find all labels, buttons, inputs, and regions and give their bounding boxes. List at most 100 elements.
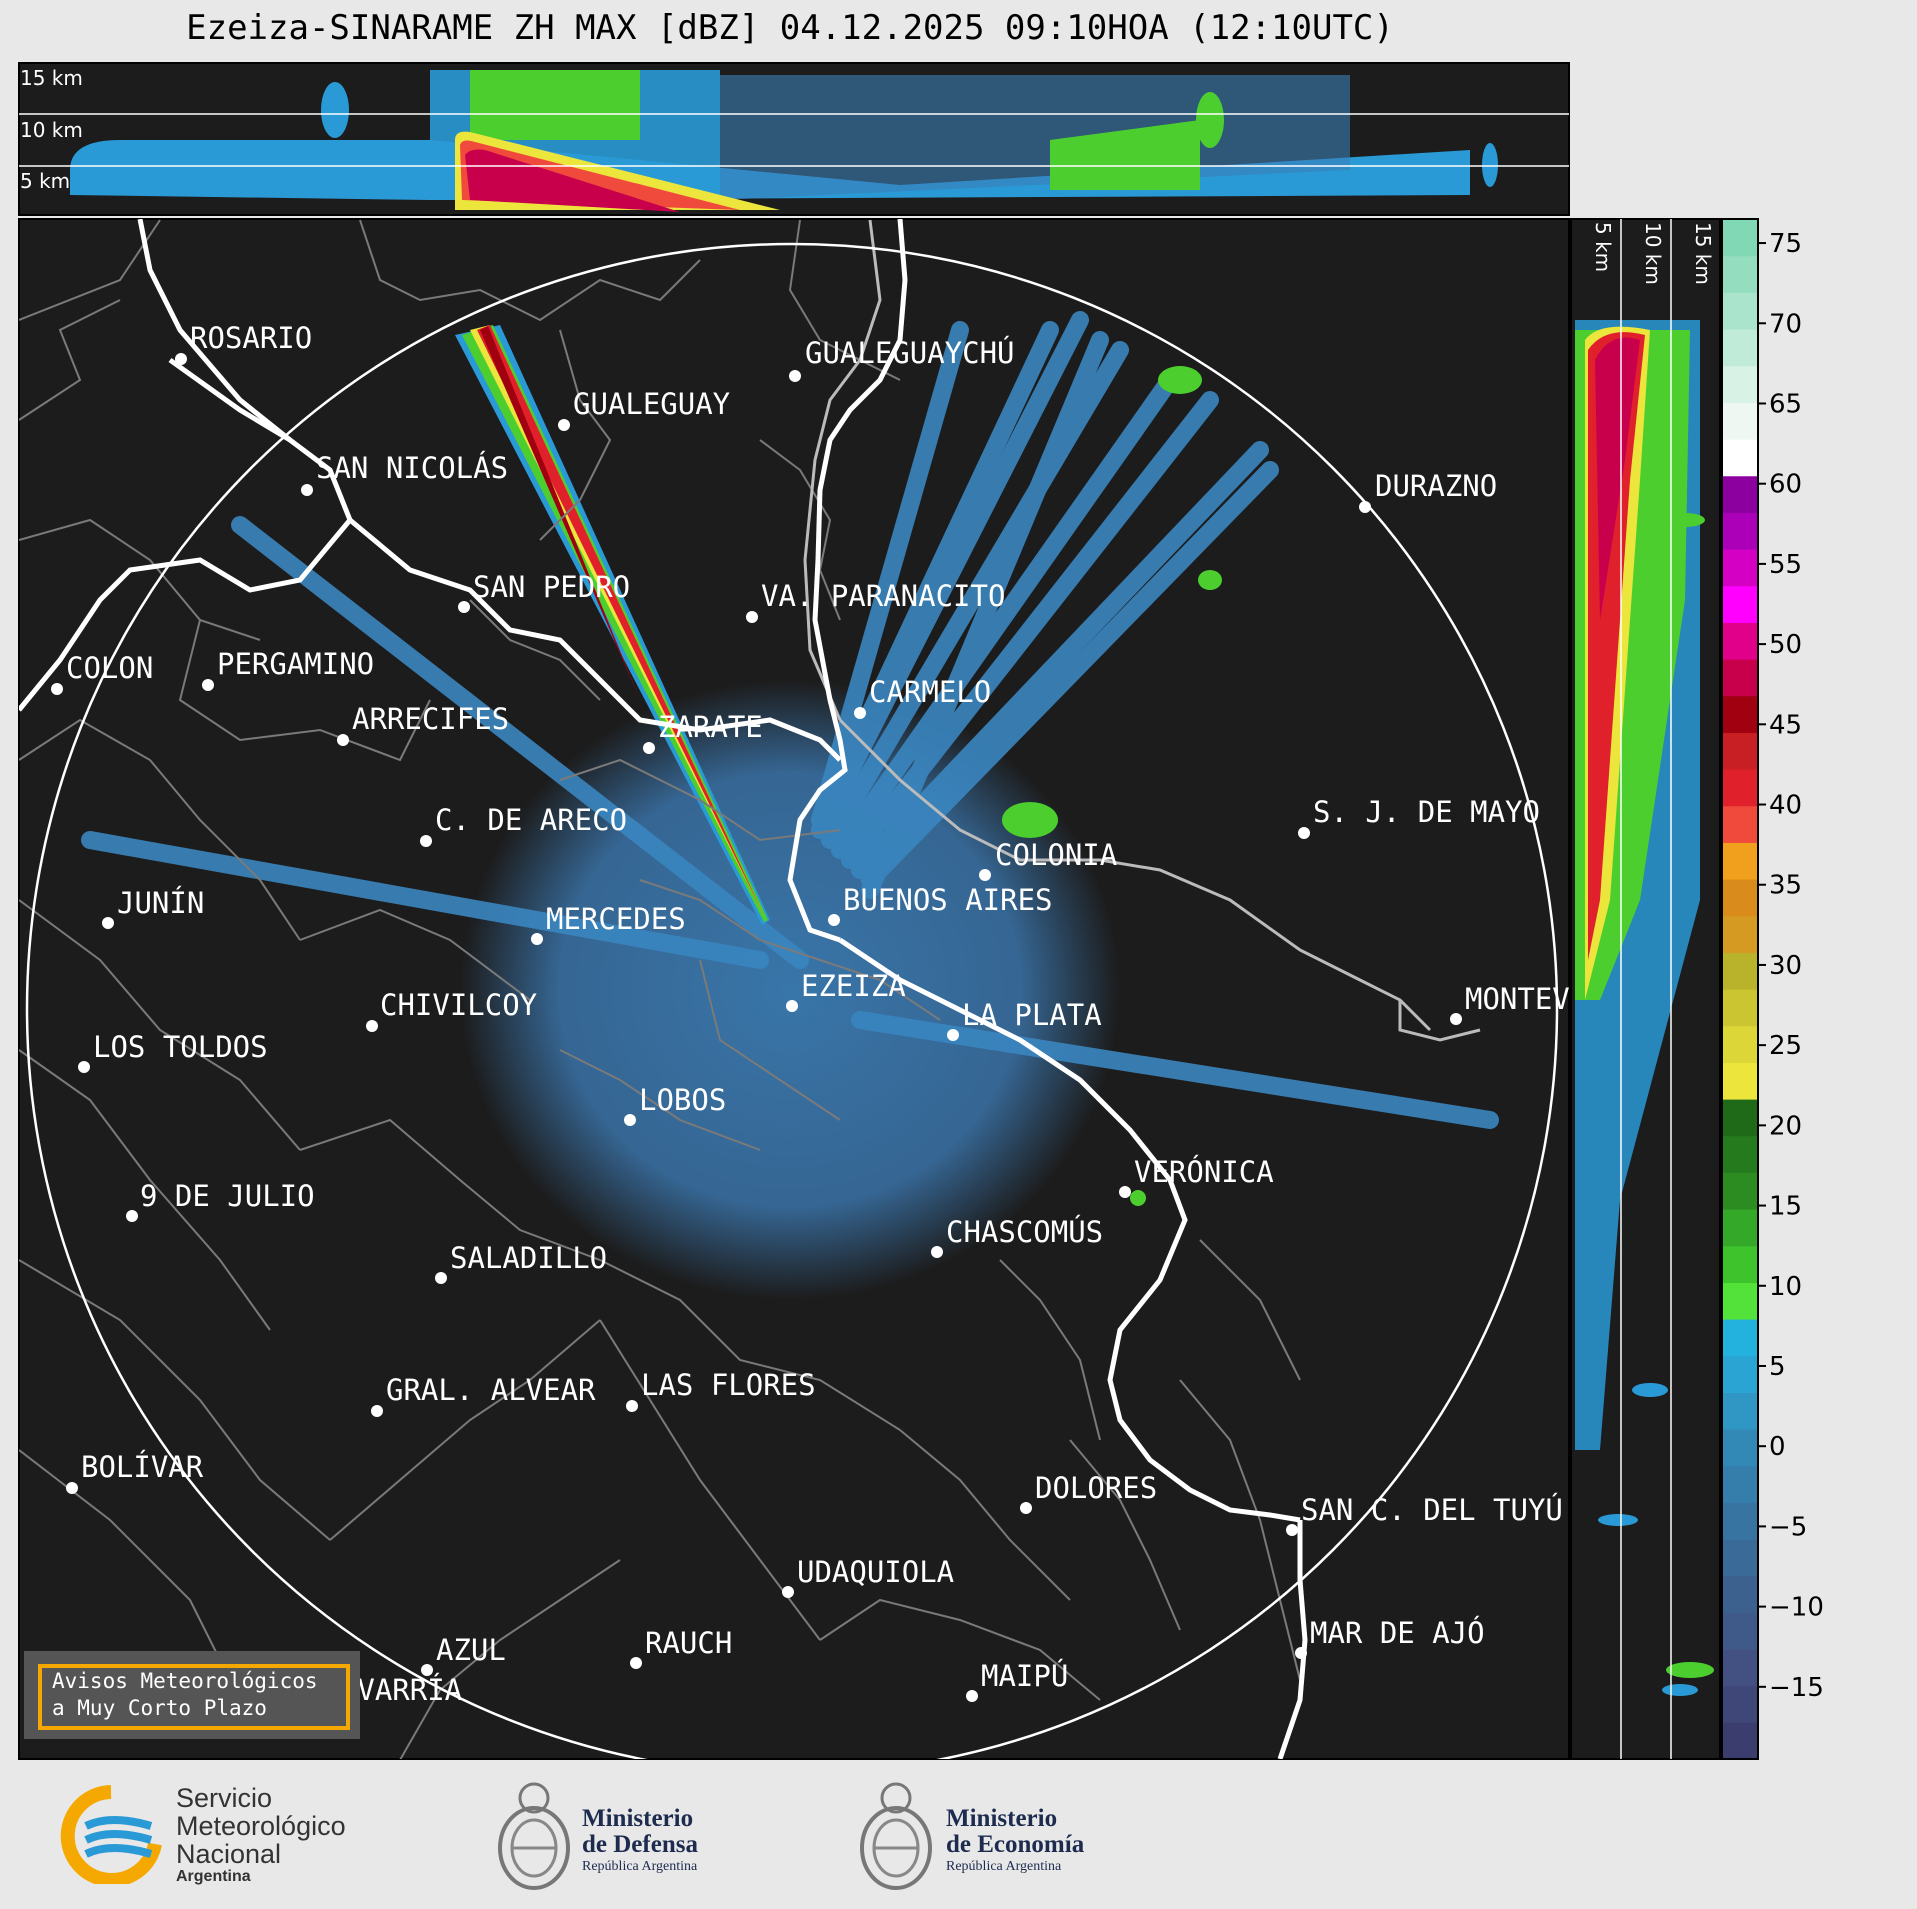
echo-green-cells [1002, 366, 1222, 1206]
city-label: MAR DE AJÓ [1310, 1616, 1485, 1650]
city-label: LA PLATA [962, 998, 1102, 1032]
rivers [803, 219, 1481, 1042]
city-marker [175, 353, 187, 365]
city-marker [1298, 827, 1310, 839]
city-colon: COLON [51, 651, 153, 695]
colorbar-swatch [1722, 402, 1758, 440]
colorbar-swatch [1722, 219, 1758, 257]
city-marker [626, 1400, 638, 1412]
colorbar-swatch [1722, 1502, 1758, 1540]
top-height-profile: 15 km 10 km 5 km [18, 62, 1570, 216]
city-label: RAUCH [645, 1626, 732, 1660]
city-layer: ROSARIO GUALEGUAYCHÚ GUALEGUAY SAN NICOLÁS D… [51, 321, 1640, 1716]
city-label: SAN PEDRO [473, 570, 630, 604]
colorbar-swatch [1722, 1722, 1758, 1760]
chart-title: Ezeiza-SINARAME ZH MAX [dBZ] 04.12.2025 … [186, 8, 1394, 48]
colorbar-swatch [1722, 732, 1758, 770]
city-label: ARRECIFES [352, 702, 509, 736]
city-gualeguay: GUALEGUAY [558, 387, 730, 431]
city-mercedes: MERCEDES [531, 902, 686, 945]
colorbar-swatch [1722, 952, 1758, 990]
colorbar-swatch [1722, 1172, 1758, 1210]
city-label: MERCEDES [546, 902, 686, 936]
alert-box[interactable]: Avisos Meteorológicos a Muy Corto Plazo [24, 1651, 360, 1739]
top-profile-label-5km: 5 km [20, 169, 70, 193]
city-marker [126, 1210, 138, 1222]
city-label: GRAL. ALVEAR [386, 1373, 596, 1407]
city-label: LAS FLORES [641, 1368, 816, 1402]
city-marker [366, 1020, 378, 1032]
city-label: CHASCOMÚS [946, 1215, 1103, 1249]
city-marker [1450, 1013, 1462, 1025]
colorbar-tick-label: 60 [1769, 470, 1802, 500]
city-marker [854, 707, 866, 719]
city-marker [51, 683, 63, 695]
alert-box-frame[interactable]: Avisos Meteorológicos a Muy Corto Plazo [38, 1664, 350, 1730]
city-marker [786, 1000, 798, 1012]
smn-logo: Servicio Meteorológico Nacional Argentin… [56, 1784, 396, 1885]
city-azul: AZUL [421, 1633, 506, 1676]
city-label: CHIVILCOY [380, 988, 537, 1022]
city-pergamino: PERGAMINO [202, 647, 374, 691]
city-veronica: VERÓNICA [1119, 1155, 1274, 1198]
city-label: MONTEVIDEO [1465, 982, 1640, 1016]
defensa-line-3: República Argentina [582, 1859, 698, 1874]
colorbar-swatch [1722, 1062, 1758, 1100]
city-label: BUENOS AIRES [843, 883, 1053, 917]
city-label: LOS TOLDOS [93, 1030, 268, 1064]
city-label: LOBOS [639, 1083, 726, 1117]
colorbar-swatch [1722, 842, 1758, 880]
city-label: DURAZNO [1375, 469, 1497, 503]
colorbar-swatch [1722, 1612, 1758, 1650]
city-san-c-del-tuyu: SAN C. DEL TUYÚ [1286, 1493, 1563, 1536]
city-label: UDAQUIOLA [797, 1555, 954, 1589]
city-rauch: RAUCH [630, 1626, 732, 1669]
smn-line-3: Nacional [176, 1839, 282, 1869]
side-height-profile: 5 km 10 km 15 km [1570, 218, 1721, 1760]
city-marker [1286, 1524, 1298, 1536]
colorbar-tick-label: −5 [1769, 1512, 1807, 1542]
colorbar-swatch [1722, 1392, 1758, 1430]
city-label: GUALEGUAY [573, 387, 730, 421]
colorbar-swatch [1722, 1575, 1758, 1613]
city-marker [421, 1664, 433, 1676]
city-marker [435, 1272, 447, 1284]
city-label: COLON [66, 651, 153, 685]
colorbar-tick-label: 30 [1769, 951, 1802, 981]
city-marker [1119, 1186, 1131, 1198]
colorbar-swatch [1722, 1649, 1758, 1687]
colorbar-swatch [1722, 549, 1758, 587]
colorbar-tick-label: 10 [1769, 1272, 1802, 1302]
economia-line-3: República Argentina [946, 1859, 1062, 1874]
city-marker [789, 370, 801, 382]
city-marker [202, 679, 214, 691]
defensa-line-1: Ministerio [582, 1805, 694, 1832]
defensa-logo: Ministerio de Defensa República Argentin… [494, 1776, 754, 1896]
city-dolores: DOLORES [1020, 1471, 1157, 1514]
range-ring [25, 242, 1559, 1759]
city-zarate: ZARATE [643, 710, 763, 754]
colorbar-swatch [1722, 1355, 1758, 1393]
city-label: PERGAMINO [217, 647, 374, 681]
colorbar-swatch [1722, 292, 1758, 330]
coat-of-arms-icon [860, 1782, 932, 1890]
city-buenos-aires: BUENOS AIRES [828, 883, 1053, 926]
colorbar-tick-label: 70 [1769, 309, 1802, 339]
colorbar-swatch [1722, 695, 1758, 733]
colorbar-swatch [1722, 1539, 1758, 1577]
radar-map: ROSARIO GUALEGUAYCHÚ GUALEGUAY SAN NICOLÁS D… [18, 218, 1640, 1760]
colorbar-swatch [1722, 1282, 1758, 1320]
colorbar-tick-label: 75 [1769, 229, 1802, 259]
coastline [19, 219, 1308, 1759]
city-label: C. DE ARECO [435, 803, 627, 837]
city-s-j-de-mayo: S. J. DE MAYO [1298, 795, 1540, 839]
city-label: GUALEGUAYCHÚ [805, 336, 1015, 370]
city-label: SALADILLO [450, 1241, 607, 1275]
colorbar-swatch [1722, 1209, 1758, 1247]
city-label: AZUL [436, 1633, 506, 1667]
smn-line-4: Argentina [176, 1868, 251, 1885]
colorbar-swatch [1722, 1099, 1758, 1137]
colorbar-tick-label: 35 [1769, 871, 1802, 901]
admin-boundaries [19, 219, 1301, 1759]
